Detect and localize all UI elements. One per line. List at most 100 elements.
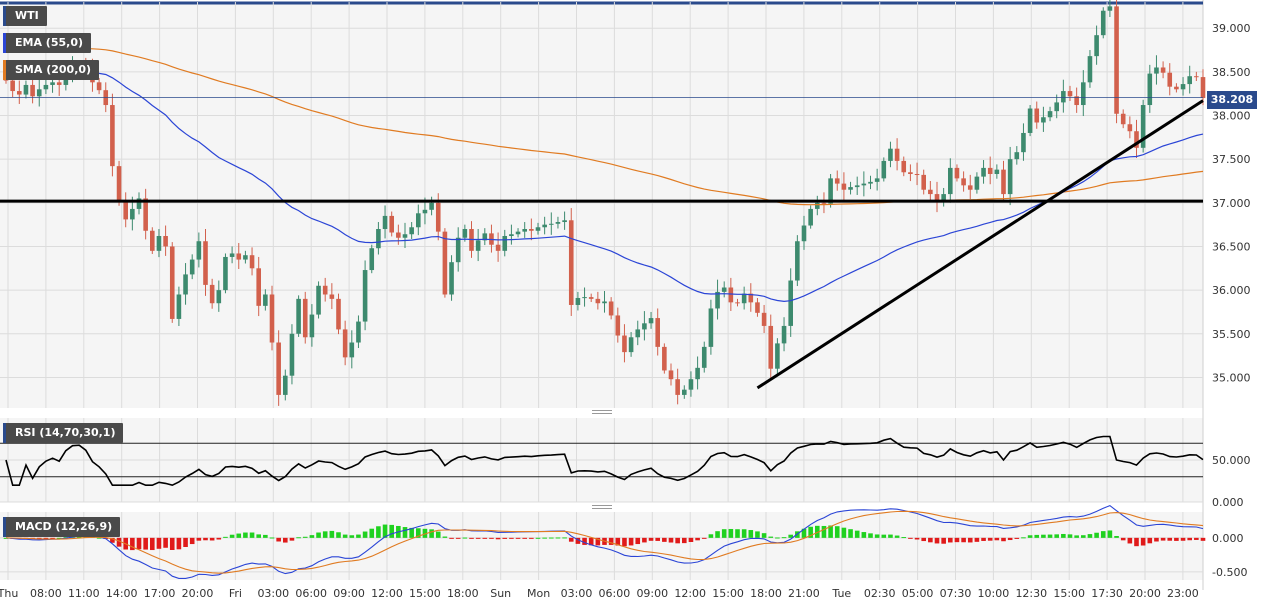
macd-histogram-bar <box>389 524 394 538</box>
candle-down <box>236 253 242 260</box>
macd-histogram-bar <box>296 537 301 539</box>
candle-up <box>795 241 800 281</box>
macd-indicator-tag[interactable]: MACD (12,26,9) <box>3 517 121 537</box>
candle-down <box>655 318 660 347</box>
macd-histogram-bar <box>868 533 873 538</box>
candle-down <box>1074 96 1079 106</box>
candle-up <box>289 333 295 376</box>
macd-histogram-bar <box>209 537 215 541</box>
candle-up <box>874 178 880 182</box>
candle-up <box>688 379 694 390</box>
macd-histogram-bar <box>189 537 195 545</box>
macd-histogram-bar <box>1087 534 1093 538</box>
candle-up <box>741 293 747 304</box>
sma-indicator-tag[interactable]: SMA (200,0) <box>3 60 100 80</box>
macd-histogram-bar <box>828 525 833 538</box>
candle-down <box>529 229 534 231</box>
candle-up <box>1107 6 1113 11</box>
candle-up <box>130 208 135 220</box>
candle-down <box>608 301 614 316</box>
macd-histogram-bar <box>914 537 920 540</box>
macd-histogram-bar <box>50 537 55 539</box>
macd-histogram-bar <box>283 537 288 543</box>
candle-up <box>382 215 388 230</box>
candle-up <box>868 181 873 184</box>
candle-down <box>435 202 441 232</box>
x-tick-label: Sun <box>490 587 511 600</box>
macd-histogram-bar <box>967 537 973 543</box>
macd-histogram-bar <box>169 537 175 550</box>
macd-histogram-bar <box>515 537 521 539</box>
ema-55-line <box>5 67 1204 303</box>
candle-down <box>967 185 973 190</box>
candle-up <box>881 160 887 179</box>
macd-histogram-bar <box>981 537 986 541</box>
instrument-tag[interactable]: WTI <box>3 6 47 26</box>
macd-histogram-bar <box>788 534 793 538</box>
candle-down <box>662 346 667 371</box>
x-tick-label: 07:30 <box>940 587 972 600</box>
candle-up <box>635 329 641 338</box>
macd-histogram-bar <box>655 537 660 541</box>
candle-up <box>223 256 228 291</box>
macd-histogram-bar <box>549 537 554 539</box>
candle-up <box>422 209 428 214</box>
macd-signal-line <box>5 510 1204 574</box>
macd-histogram-bar <box>422 528 428 538</box>
candle-down <box>1200 77 1206 99</box>
candle-up <box>449 262 454 295</box>
candle-down <box>322 285 328 295</box>
candle-up <box>974 176 980 190</box>
candle-down <box>675 379 680 395</box>
macd-histogram-bar <box>715 531 720 538</box>
rsi-indicator-tag[interactable]: RSI (14,70,30,1) <box>3 423 124 443</box>
candle-up <box>948 167 953 195</box>
macd-histogram-bar <box>994 537 1000 541</box>
macd-label: MACD (12,26,9) <box>15 520 113 533</box>
x-tick-label: 06:00 <box>599 587 631 600</box>
panel-resize-handle <box>592 505 612 506</box>
candle-up <box>1087 56 1093 83</box>
candle-up <box>376 229 381 249</box>
candle-up <box>815 202 820 209</box>
x-tick-label: 06:00 <box>295 587 327 600</box>
macd-histogram-bar <box>216 537 222 540</box>
x-tick-label: 02:30 <box>864 587 896 600</box>
sma-label: SMA (200,0) <box>15 63 92 76</box>
macd-histogram-bar <box>608 537 614 545</box>
macd-histogram-bar <box>1147 537 1153 544</box>
candle-down <box>96 82 102 91</box>
macd-histogram-bar <box>269 537 275 539</box>
macd-histogram-bar <box>1007 537 1013 541</box>
macd-histogram-bar <box>974 537 980 542</box>
candle-down <box>821 202 827 204</box>
candle-down <box>901 160 907 173</box>
candle-up <box>854 185 860 188</box>
macd-histogram-bar <box>622 537 627 547</box>
macd-histogram-bar <box>203 537 208 541</box>
candle-down <box>396 232 401 238</box>
macd-histogram-bar <box>1107 530 1113 538</box>
macd-histogram-bar <box>502 537 508 539</box>
candle-up <box>402 234 408 238</box>
macd-histogram-bar <box>562 537 567 539</box>
candle-down <box>169 246 175 319</box>
candle-down <box>249 255 255 269</box>
macd-histogram-bar <box>442 536 448 538</box>
candle-down <box>961 178 966 186</box>
candle-down <box>329 294 335 299</box>
candle-up <box>542 224 547 228</box>
macd-histogram-bar <box>382 524 388 538</box>
candle-up <box>775 343 780 369</box>
macd-histogram-bar <box>1114 535 1119 538</box>
candle-up <box>283 375 288 395</box>
candle-up <box>176 294 182 319</box>
macd-histogram-bar <box>568 537 574 542</box>
candle-up <box>582 297 587 299</box>
rsi-line <box>5 435 1204 487</box>
macd-histogram-bar <box>775 537 780 539</box>
ema-indicator-tag[interactable]: EMA (55,0) <box>3 33 91 53</box>
x-tick-label: 15:00 <box>712 587 744 600</box>
